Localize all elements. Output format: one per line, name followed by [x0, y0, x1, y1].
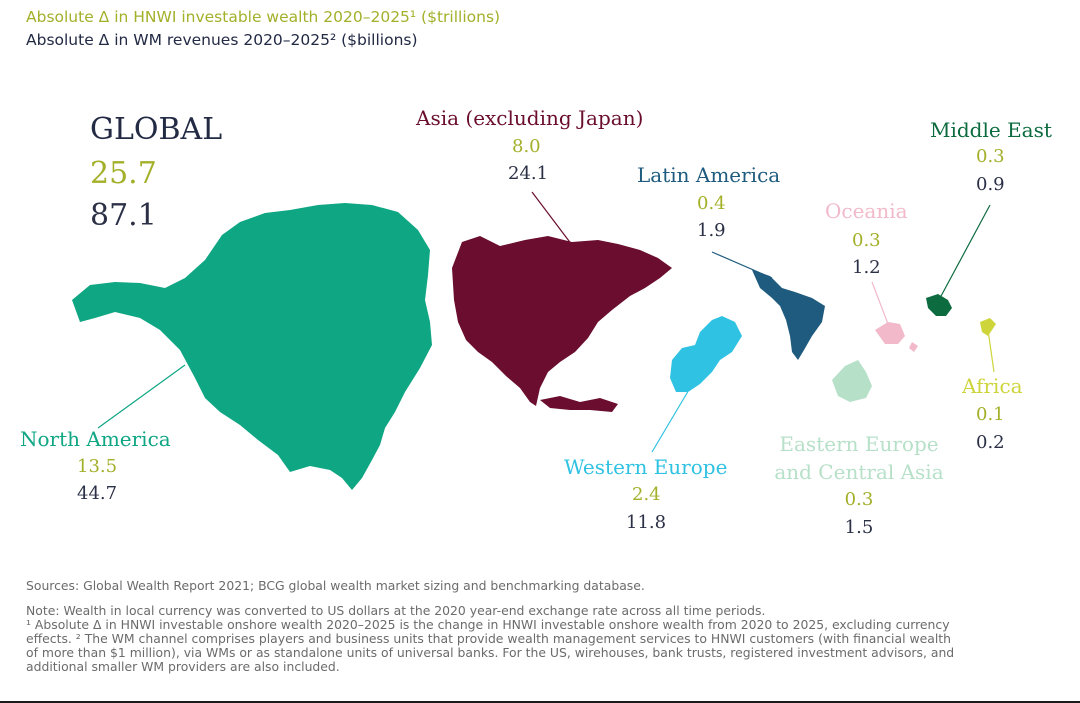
region-shape-asia	[452, 236, 672, 412]
note-line: ¹ Absolute Δ in HNWI investable onshore …	[26, 617, 950, 632]
note-line: additional smaller WM providers are also…	[26, 659, 340, 674]
leader-western-europe	[651, 387, 691, 453]
latin-america-wealth-value: 0.4	[697, 193, 726, 214]
region-label-asia: Asia (excluding Japan)	[416, 106, 644, 130]
asia-revenue-value: 24.1	[508, 163, 549, 184]
africa-revenue-value: 0.2	[976, 432, 1005, 453]
eastern-europe-revenue-value: 1.5	[844, 517, 874, 538]
region-label-north-america: North America	[20, 427, 171, 451]
leader-asia	[531, 191, 573, 246]
leader-africa	[987, 329, 995, 373]
region-shape-latin-america	[752, 270, 825, 360]
region-label-oceania: Oceania	[825, 199, 908, 223]
middle-east-wealth-value: 0.3	[976, 146, 1005, 167]
region-label-latin-america: Latin America	[637, 163, 781, 187]
region-shape-north-america	[72, 203, 432, 490]
western-europe-wealth-value: 2.4	[632, 484, 661, 505]
region-label-middle-east: Middle East	[930, 118, 1052, 142]
global-wealth-value: 25.7	[90, 156, 157, 191]
legend-wealth: Absolute Δ in HNWI investable wealth 202…	[26, 8, 501, 26]
region-shape-africa	[980, 318, 996, 336]
note-line: Note: Wealth in local currency was conve…	[26, 603, 766, 618]
region-shape-eastern-europe	[832, 360, 872, 402]
leader-oceania	[871, 281, 889, 325]
legend-revenue: Absolute Δ in WM revenues 2020–2025² ($b…	[26, 31, 418, 49]
north-america-wealth-value: 13.5	[77, 456, 118, 477]
leader-middle-east	[939, 204, 991, 299]
africa-wealth-value: 0.1	[976, 404, 1005, 425]
global-label: GLOBAL	[90, 112, 223, 147]
region-shape-oceania	[875, 322, 918, 352]
asia-wealth-value: 8.0	[512, 136, 541, 157]
region-shape-middle-east	[926, 294, 952, 316]
western-europe-revenue-value: 11.8	[626, 512, 667, 533]
region-shape-western-europe	[670, 316, 742, 392]
world-map	[72, 191, 996, 490]
middle-east-revenue-value: 0.9	[976, 174, 1005, 195]
oceania-revenue-value: 1.2	[852, 257, 881, 278]
latin-america-revenue-value: 1.9	[697, 220, 726, 241]
sources-text: Sources: Global Wealth Report 2021; BCG …	[26, 578, 645, 593]
eastern-europe-wealth-value: 0.3	[844, 489, 874, 510]
bottom-rule	[0, 701, 1080, 703]
note-line: of more than $1 million), via WMs or as …	[26, 645, 955, 660]
region-label-eastern-europe: Eastern Europe and Central Asia	[774, 432, 944, 484]
region-label-western-europe: Western Europe	[564, 455, 728, 479]
leader-north-america	[97, 364, 186, 429]
note-line: effects. ² The WM channel comprises play…	[26, 631, 951, 646]
global-revenue-value: 87.1	[90, 198, 157, 233]
region-label-africa: Africa	[962, 374, 1023, 398]
north-america-revenue-value: 44.7	[77, 483, 118, 504]
oceania-wealth-value: 0.3	[852, 230, 881, 251]
notes-block: Note: Wealth in local currency was conve…	[26, 604, 1056, 674]
leader-latin-america	[711, 251, 773, 279]
